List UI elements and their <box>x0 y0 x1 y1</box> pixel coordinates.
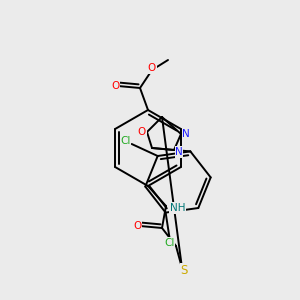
Text: S: S <box>180 263 188 277</box>
Text: Cl: Cl <box>121 136 131 146</box>
Text: O: O <box>111 81 119 91</box>
Text: N: N <box>182 129 190 139</box>
Text: O: O <box>148 63 156 73</box>
Text: O: O <box>138 127 146 137</box>
Text: N: N <box>175 147 183 157</box>
Text: NH: NH <box>170 203 185 213</box>
Text: O: O <box>133 221 141 231</box>
Text: Cl: Cl <box>164 238 175 248</box>
